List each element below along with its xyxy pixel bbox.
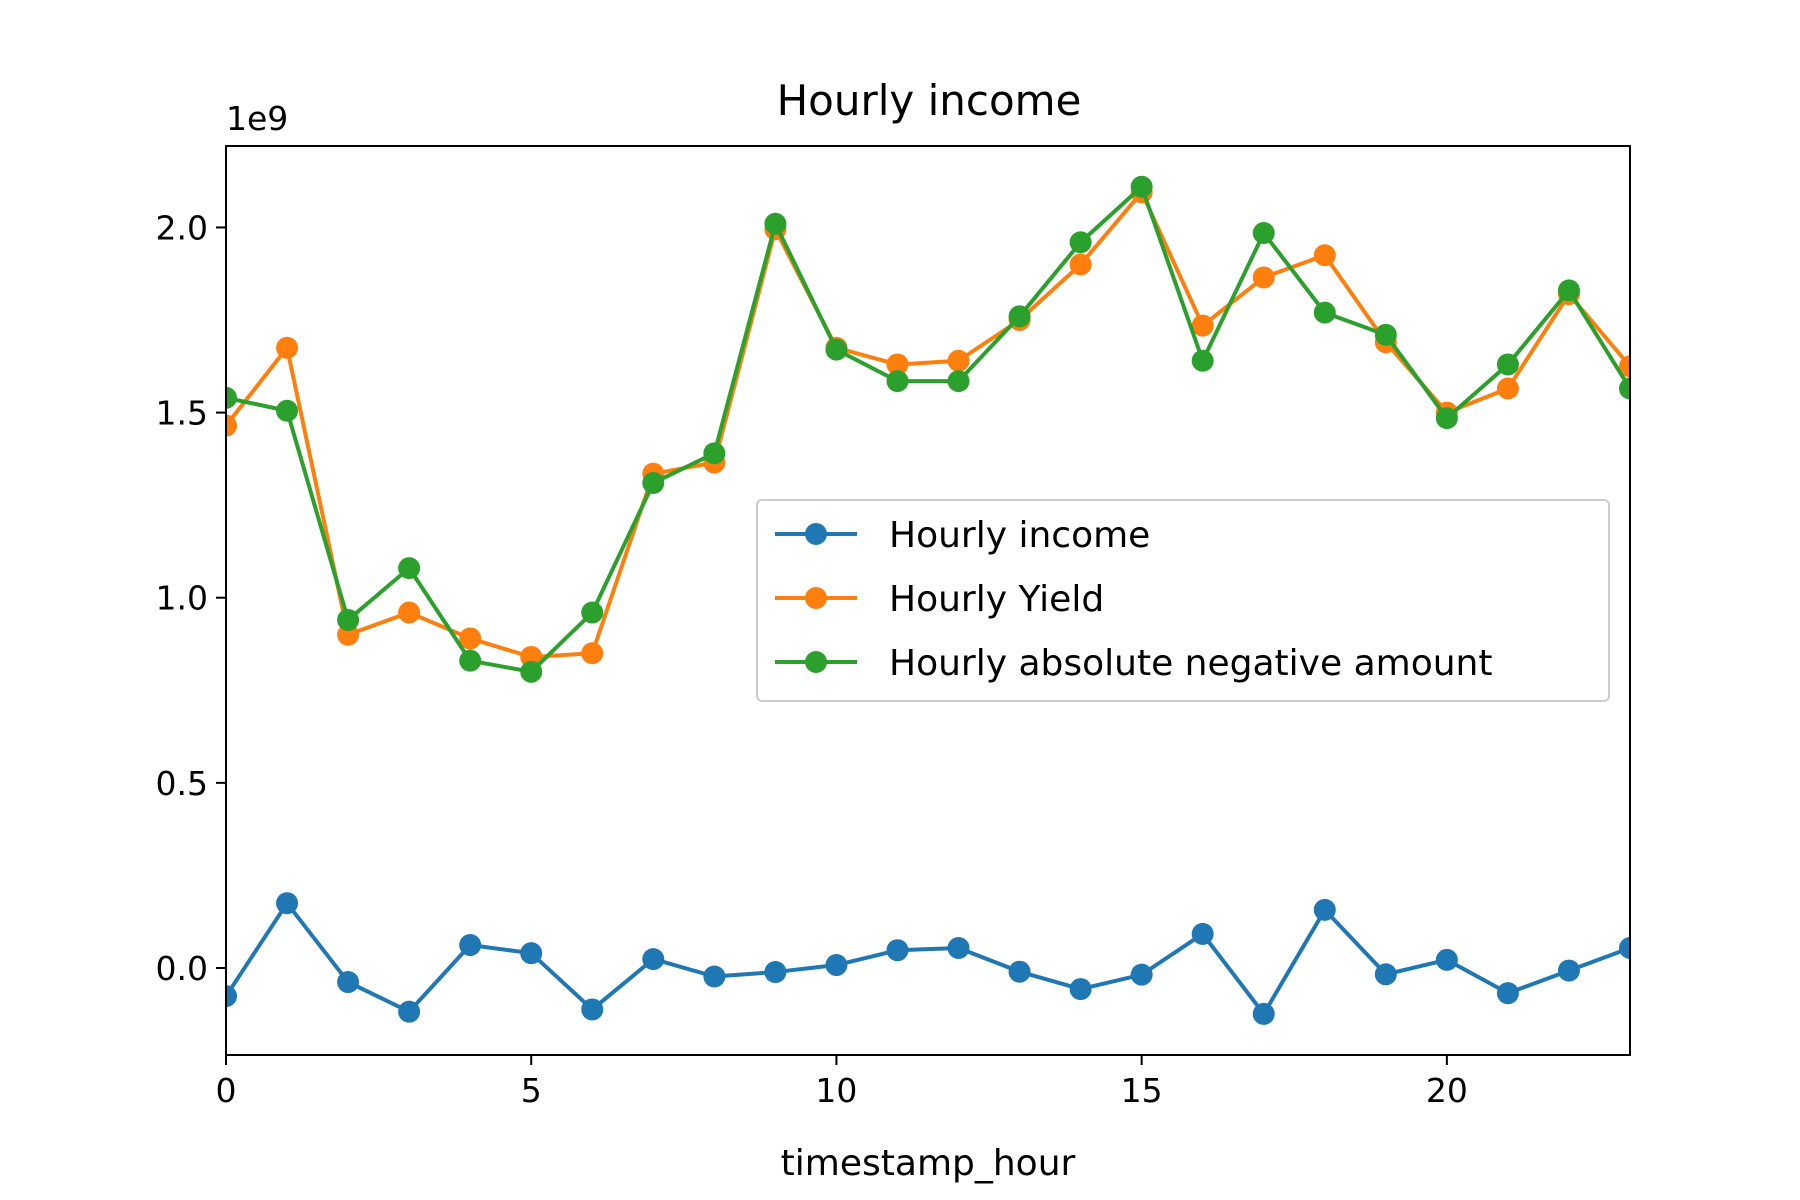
data-point [1008, 960, 1031, 983]
x-axis: 0 5 10 15 20 [216, 1055, 1468, 1110]
data-point [703, 965, 726, 988]
data-point [1435, 948, 1458, 971]
data-point [226, 985, 237, 1008]
data-point [1435, 407, 1458, 430]
series-line [226, 190, 1630, 659]
data-point [1374, 323, 1397, 346]
x-tick-label: 10 [815, 1071, 857, 1110]
data-point [1008, 305, 1031, 328]
x-tick-label: 15 [1121, 1071, 1163, 1110]
data-point [1191, 922, 1214, 945]
x-axis-label: timestamp_hour [781, 1143, 1076, 1184]
data-point [398, 557, 421, 580]
y-axis: 0.0 0.5 1.0 1.5 2.0 [156, 208, 226, 988]
data-point [1069, 231, 1092, 254]
y-tick-label: 0.0 [156, 949, 208, 988]
data-point [825, 954, 848, 977]
data-point [226, 386, 237, 409]
data-point [520, 942, 543, 965]
data-point [1496, 377, 1519, 400]
legend-marker [805, 651, 827, 673]
series-line [226, 901, 1630, 1016]
series-1 [226, 892, 1630, 1025]
plot-frame [225, 145, 1631, 1056]
data-point [886, 370, 909, 393]
data-point [1130, 963, 1153, 986]
data-point [1191, 349, 1214, 372]
data-point [825, 338, 848, 361]
data-point [459, 649, 482, 672]
data-point [1619, 377, 1630, 400]
data-point [520, 660, 543, 683]
data-point [1191, 314, 1214, 337]
y-tick-label: 2.0 [156, 208, 208, 247]
data-point [459, 627, 482, 650]
data-point [947, 349, 970, 372]
data-point [1374, 963, 1397, 986]
data-point [703, 442, 726, 465]
data-point [642, 948, 665, 971]
legend-item: Hourly Yield [775, 579, 1104, 620]
data-point [1557, 959, 1580, 982]
data-point [337, 608, 360, 631]
y-tick-label: 1.0 [156, 579, 208, 618]
data-point [581, 601, 604, 624]
data-point [886, 353, 909, 376]
legend-label: Hourly Yield [889, 579, 1104, 620]
data-point [398, 1000, 421, 1023]
data-point [1496, 353, 1519, 376]
legend-marker [805, 523, 827, 545]
data-point [642, 471, 665, 494]
legend-items: Hourly income Hourly Yield Hourly absolute… [775, 515, 1492, 684]
data-point [1069, 978, 1092, 1001]
data-point [947, 936, 970, 959]
data-point [1619, 936, 1630, 959]
data-point [581, 642, 604, 665]
data-point [764, 961, 787, 984]
data-point [581, 998, 604, 1021]
legend-label: Hourly income [889, 515, 1150, 556]
data-point [276, 399, 299, 422]
chart-title: Hourly income [777, 76, 1082, 125]
y-axis-offset-label: 1e9 [226, 99, 288, 138]
data-point [276, 336, 299, 359]
data-point [1252, 1002, 1275, 1025]
legend-item: Hourly income [775, 515, 1150, 556]
series-layer [226, 175, 1630, 1025]
series-line [226, 184, 1630, 674]
x-tick-label: 20 [1426, 1071, 1468, 1110]
data-point [1252, 266, 1275, 289]
data-point [1313, 244, 1336, 267]
data-point [1557, 279, 1580, 302]
data-point [1069, 253, 1092, 276]
x-tick-label: 0 [216, 1071, 237, 1110]
legend-label: Hourly absolute negative amount [889, 643, 1492, 684]
legend-item: Hourly absolute negative amount [775, 643, 1492, 684]
legend-marker [805, 587, 827, 609]
data-point [337, 971, 360, 994]
data-point [886, 939, 909, 962]
data-point [1252, 222, 1275, 245]
series-3 [226, 175, 1630, 683]
data-point [764, 212, 787, 235]
data-point [947, 370, 970, 393]
legend: Hourly income Hourly Yield Hourly absolute… [756, 499, 1610, 702]
data-point [1496, 982, 1519, 1005]
legend-box [756, 499, 1610, 702]
data-point [1313, 898, 1336, 921]
data-point [459, 934, 482, 957]
x-tick-label: 5 [521, 1071, 542, 1110]
data-point [276, 892, 299, 915]
data-point [226, 414, 237, 437]
y-tick-label: 1.5 [156, 394, 208, 433]
data-point [1313, 301, 1336, 324]
data-point [1130, 175, 1153, 198]
data-point [398, 601, 421, 624]
y-tick-label: 0.5 [156, 764, 208, 803]
